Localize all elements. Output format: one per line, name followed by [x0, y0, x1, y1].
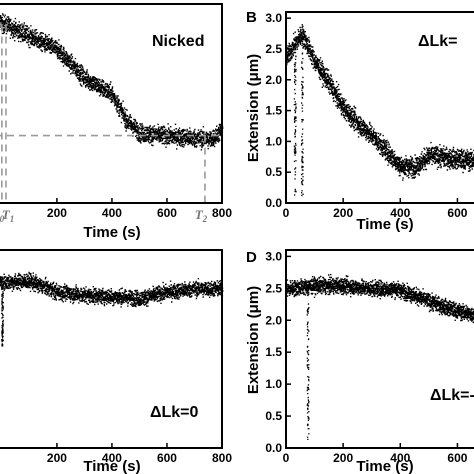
- panel-b-trace: [286, 24, 474, 181]
- panel-b-x-ticks: 0 200 400 600: [283, 198, 468, 220]
- y-tick-label: 2.0: [265, 313, 282, 327]
- x-tick-label: 600: [447, 451, 467, 465]
- panel-d-label: D: [246, 249, 257, 266]
- panel-a-points: [0, 13, 224, 151]
- y-tick-label: 2.0: [265, 73, 282, 87]
- panel-b-spike-1: [300, 34, 304, 197]
- panel-b: B 0 200 400 600 0.00.51.01.52.02.53.0 ΔLk= …: [245, 9, 474, 233]
- panel-d-annotation: ΔLk=-: [430, 387, 474, 404]
- y-tick-label: 3.0: [265, 11, 282, 25]
- y-tick-label: 1.5: [265, 104, 282, 118]
- panel-b-points: [286, 24, 474, 197]
- x-tick-label: 600: [157, 451, 177, 465]
- panel-a-plot-frame: [0, 3, 223, 204]
- time-mark-t0: T0: [0, 207, 5, 224]
- panel-d-y-axis-label: Extension (μm): [245, 286, 262, 394]
- panel-a-guides: [0, 23, 222, 203]
- x-tick-label: 400: [102, 206, 122, 220]
- time-mark-t1: T1: [2, 207, 14, 224]
- y-tick-label: 0.0: [265, 441, 282, 455]
- panel-c-spike-0: [1, 285, 5, 347]
- y-tick-label: 0.0: [265, 196, 282, 210]
- panel-a-x-axis-label: Time (s): [83, 224, 140, 241]
- y-tick-label: 1.5: [265, 345, 282, 359]
- x-tick-label: 200: [47, 451, 67, 465]
- x-tick-label: 800: [212, 451, 232, 465]
- panel-c-annotation: ΔLk=0: [150, 404, 199, 421]
- panel-d-spike-0: [306, 288, 310, 440]
- y-tick-label: 1.0: [265, 377, 282, 391]
- panel-c: 200 400 600 800 ΔLk=0 Time (s): [0, 249, 232, 474]
- panel-b-annotation: ΔLk=: [418, 33, 458, 50]
- y-tick-label: 3.0: [265, 249, 282, 263]
- y-tick-label: 2.5: [265, 42, 282, 56]
- panel-a-annotation: Nicked: [152, 33, 204, 50]
- panel-a: 200 400 600 800 T0T1 T2 Nicked Time (s): [0, 3, 232, 241]
- panel-d: D 0 200 400 600 0.0 0.5 1.0 1.5 2.0 2.5 3.0 ΔLk=-…: [245, 249, 474, 474]
- panel-a-trace: [0, 13, 224, 151]
- panel-b-y-ticks: 0.0 0.5 1.0 1.5 2.0 2.5 3.0: [265, 11, 291, 210]
- x-tick-label: 200: [333, 451, 353, 465]
- time-mark-t2: T2: [195, 207, 208, 224]
- x-tick-label: 600: [157, 206, 177, 220]
- panel-d-x-ticks: 0 200 400 600: [283, 443, 468, 465]
- panel-b-label: B: [246, 9, 257, 26]
- panel-d-x-axis-label: Time (s): [356, 458, 413, 474]
- panel-b-spike-0: [293, 43, 297, 196]
- panel-d-points: [286, 273, 474, 440]
- panel-c-x-ticks: 200 400 600 800: [47, 443, 232, 465]
- panel-c-plot-frame: [0, 249, 223, 449]
- x-tick-label: 400: [390, 451, 410, 465]
- panel-b-y-axis-label: Extension (μm): [245, 54, 262, 162]
- panel-a-x-ticks: 200 400 600 800: [47, 198, 232, 220]
- x-tick-label: 800: [212, 206, 232, 220]
- y-tick-label: 2.5: [265, 281, 282, 295]
- panel-b-x-axis-label: Time (s): [356, 216, 413, 233]
- x-tick-label: 400: [390, 206, 410, 220]
- y-tick-label: 0.5: [265, 165, 282, 179]
- panel-d-y-ticks: 0.0 0.5 1.0 1.5 2.0 2.5 3.0: [265, 249, 291, 455]
- panel-c-x-axis-label: Time (s): [83, 458, 140, 474]
- x-tick-label: 200: [333, 206, 353, 220]
- y-tick-label: 0.5: [265, 409, 282, 423]
- x-tick-label: 400: [102, 451, 122, 465]
- x-tick-label: 600: [447, 206, 467, 220]
- x-tick-label: 0: [283, 451, 290, 465]
- x-tick-label: 0: [283, 206, 290, 220]
- y-tick-label: 1.0: [265, 134, 282, 148]
- panel-b-plot-frame: [285, 11, 474, 204]
- panel-c-points: [0, 271, 224, 347]
- panel-d-plot-frame: [285, 249, 474, 449]
- panel-a-tick-marks: T0T1 T2: [0, 207, 208, 224]
- x-tick-label: 200: [47, 206, 67, 220]
- panel-c-trace: [0, 271, 224, 308]
- panel-d-trace: [286, 273, 474, 324]
